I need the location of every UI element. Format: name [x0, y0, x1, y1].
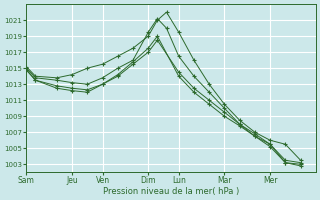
X-axis label: Pression niveau de la mer( hPa ): Pression niveau de la mer( hPa ) [103, 187, 239, 196]
